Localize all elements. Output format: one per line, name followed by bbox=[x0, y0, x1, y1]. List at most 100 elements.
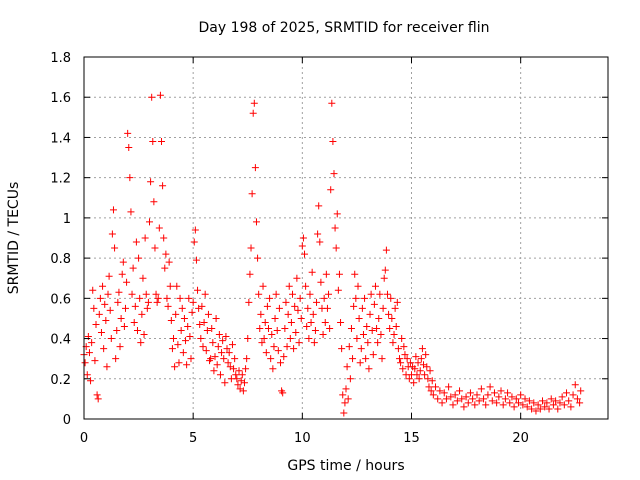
data-point bbox=[412, 353, 420, 361]
data-point bbox=[386, 325, 394, 332]
data-point bbox=[117, 314, 125, 322]
data-point bbox=[259, 282, 267, 290]
data-point bbox=[326, 325, 334, 332]
chart-title: Day 198 of 2025, SRMTID for receiver fli… bbox=[199, 20, 490, 36]
data-point bbox=[189, 298, 197, 306]
data-point bbox=[173, 282, 181, 290]
data-point bbox=[123, 278, 131, 286]
x-tick-label: 15 bbox=[403, 431, 420, 446]
data-point bbox=[281, 325, 289, 332]
data-point bbox=[416, 367, 424, 375]
data-point bbox=[392, 322, 400, 330]
data-point bbox=[305, 335, 313, 343]
data-point bbox=[222, 333, 230, 341]
data-point bbox=[292, 329, 300, 337]
data-point bbox=[94, 395, 102, 403]
x-tick-label: 0 bbox=[80, 431, 88, 446]
data-point bbox=[263, 302, 271, 310]
data-point bbox=[240, 379, 248, 387]
data-point bbox=[297, 314, 305, 322]
data-point bbox=[228, 341, 236, 349]
data-point bbox=[506, 399, 514, 407]
data-point bbox=[365, 365, 373, 373]
y-tick-label: 1.4 bbox=[50, 131, 71, 146]
data-point bbox=[399, 365, 407, 373]
data-point bbox=[356, 359, 364, 367]
data-point bbox=[159, 182, 167, 190]
data-point bbox=[453, 397, 461, 405]
data-point bbox=[285, 282, 293, 290]
data-point bbox=[140, 331, 148, 339]
data-point bbox=[339, 391, 347, 399]
data-point bbox=[343, 363, 351, 371]
data-point bbox=[558, 393, 566, 401]
data-point bbox=[445, 383, 453, 391]
data-point bbox=[525, 397, 533, 405]
data-point bbox=[378, 355, 386, 363]
data-point bbox=[432, 383, 440, 391]
data-point bbox=[426, 367, 434, 375]
data-point bbox=[370, 300, 378, 308]
data-point bbox=[317, 278, 325, 286]
data-point bbox=[190, 238, 198, 246]
data-point bbox=[440, 389, 448, 397]
data-point bbox=[337, 318, 345, 326]
data-point bbox=[327, 186, 335, 194]
data-point bbox=[556, 399, 564, 407]
data-point bbox=[349, 355, 357, 363]
data-point bbox=[490, 389, 498, 397]
data-point bbox=[148, 93, 156, 101]
data-point bbox=[114, 298, 122, 306]
data-point bbox=[504, 389, 512, 397]
data-point bbox=[175, 359, 183, 367]
data-point bbox=[216, 371, 224, 379]
data-point bbox=[534, 401, 542, 409]
data-point bbox=[295, 339, 303, 347]
data-point bbox=[267, 355, 275, 363]
data-point bbox=[153, 298, 161, 306]
data-point bbox=[375, 314, 383, 322]
data-point bbox=[576, 399, 584, 407]
data-point bbox=[219, 337, 227, 345]
data-point bbox=[150, 198, 158, 206]
data-point bbox=[282, 298, 290, 306]
data-point bbox=[357, 345, 365, 353]
data-point bbox=[250, 99, 258, 107]
data-point bbox=[172, 310, 180, 318]
data-point bbox=[428, 377, 436, 385]
data-point bbox=[186, 333, 194, 341]
data-point bbox=[488, 397, 496, 405]
data-point bbox=[442, 395, 450, 403]
data-point bbox=[224, 359, 232, 367]
data-point bbox=[262, 349, 270, 357]
data-point bbox=[273, 327, 281, 335]
data-point bbox=[414, 359, 422, 367]
data-point bbox=[334, 286, 342, 294]
data-point bbox=[469, 395, 477, 403]
data-point bbox=[232, 371, 240, 379]
data-point bbox=[286, 335, 294, 343]
data-point bbox=[246, 270, 254, 278]
data-point bbox=[403, 355, 411, 363]
data-point bbox=[104, 290, 112, 298]
y-tick-label: 1.8 bbox=[50, 51, 71, 66]
y-tick-label: 0.6 bbox=[50, 292, 71, 307]
data-point bbox=[434, 395, 442, 403]
data-point bbox=[451, 391, 459, 399]
data-point bbox=[255, 290, 263, 298]
data-point bbox=[340, 409, 348, 417]
data-point bbox=[462, 393, 470, 401]
data-point bbox=[194, 286, 202, 294]
data-point bbox=[230, 365, 238, 373]
data-point bbox=[405, 375, 413, 383]
data-point bbox=[163, 294, 171, 302]
data-point bbox=[136, 294, 144, 302]
data-point bbox=[280, 353, 288, 361]
data-point bbox=[138, 310, 146, 318]
data-point bbox=[301, 250, 309, 258]
data-point bbox=[290, 345, 298, 353]
data-point bbox=[154, 294, 162, 302]
data-point bbox=[100, 345, 108, 353]
data-point bbox=[176, 294, 184, 302]
